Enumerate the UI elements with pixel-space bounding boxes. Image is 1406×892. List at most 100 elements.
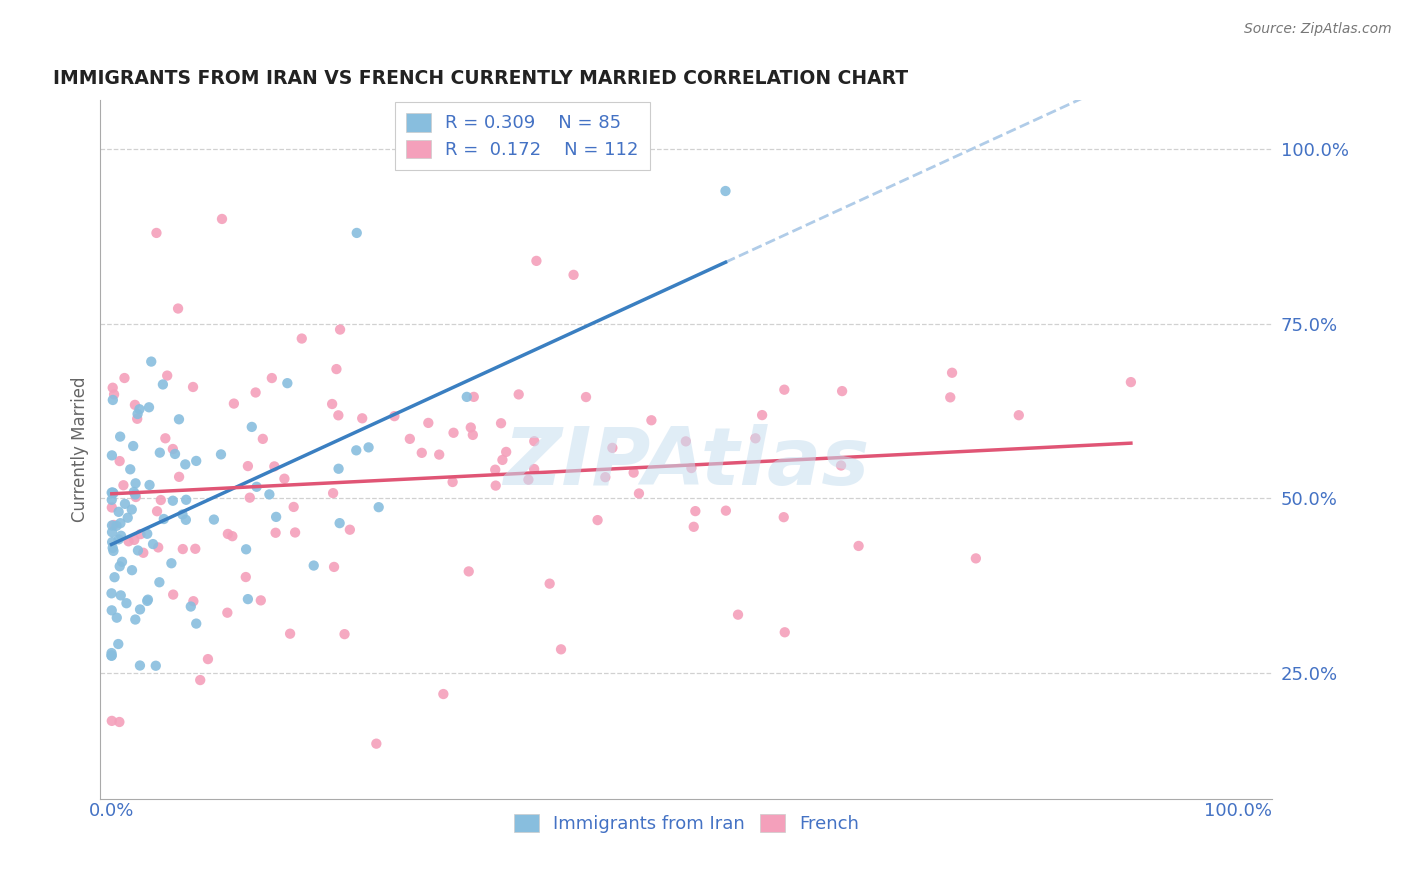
Point [602,441,624,455]
Point [167,470,190,484]
Point [484,463,506,477]
Point [114,497,136,511]
Point [276,376,298,391]
Point [681,461,703,475]
Point [136,526,159,541]
Point [217,527,239,541]
Point [138,478,160,492]
Point [127,407,149,421]
Point [751,408,773,422]
Point [174,513,197,527]
Point [235,570,257,584]
Point [148,575,170,590]
Point [129,658,152,673]
Point [181,380,204,394]
Point [117,534,139,549]
Point [456,390,478,404]
Point [323,560,346,574]
Point [108,454,131,468]
Point [344,443,367,458]
Point [463,390,485,404]
Point [260,371,283,385]
Point [595,470,617,484]
Point [411,446,433,460]
Point [122,485,145,500]
Point [145,226,167,240]
Point [235,542,257,557]
Point [111,555,134,569]
Point [495,445,517,459]
Point [217,606,239,620]
Point [325,362,347,376]
Point [284,525,307,540]
Point [124,613,146,627]
Point [101,381,124,395]
Point [149,493,172,508]
Point [107,533,129,547]
Point [138,401,160,415]
Point [132,546,155,560]
Point [328,409,350,423]
Point [101,485,124,500]
Point [526,253,548,268]
Point [101,541,124,555]
Y-axis label: Currently Married: Currently Married [72,376,89,522]
Point [186,616,208,631]
Point [352,411,374,425]
Point [264,525,287,540]
Point [103,570,125,584]
Point [129,602,152,616]
Point [441,475,464,489]
Point [167,301,190,316]
Point [101,714,124,728]
Point [117,510,139,524]
Point [125,490,148,504]
Point [339,523,361,537]
Point [100,603,122,617]
Point [236,592,259,607]
Text: 100.0%: 100.0% [1205,802,1272,821]
Point [124,398,146,412]
Point [101,525,124,540]
Point [121,502,143,516]
Point [172,508,194,522]
Point [211,211,233,226]
Point [174,458,197,472]
Point [252,432,274,446]
Point [197,652,219,666]
Point [155,431,177,445]
Point [714,184,737,198]
Point [107,637,129,651]
Point [508,387,530,401]
Point [121,563,143,577]
Point [141,354,163,368]
Point [160,556,183,570]
Point [240,420,263,434]
Point [163,447,186,461]
Point [103,486,125,500]
Point [184,541,207,556]
Point [384,409,406,424]
Point [108,714,131,729]
Point [457,565,479,579]
Point [100,485,122,500]
Point [346,226,368,240]
Point [246,480,269,494]
Point [100,586,122,600]
Point [1119,375,1142,389]
Point [174,492,197,507]
Point [773,383,796,397]
Legend: Immigrants from Iran, French: Immigrants from Iran, French [505,805,868,842]
Point [586,513,609,527]
Point [523,434,546,449]
Point [302,558,325,573]
Point [941,366,963,380]
Point [773,625,796,640]
Point [124,487,146,501]
Point [100,648,122,663]
Point [186,454,208,468]
Point [685,504,707,518]
Point [640,413,662,427]
Point [366,737,388,751]
Point [146,504,169,518]
